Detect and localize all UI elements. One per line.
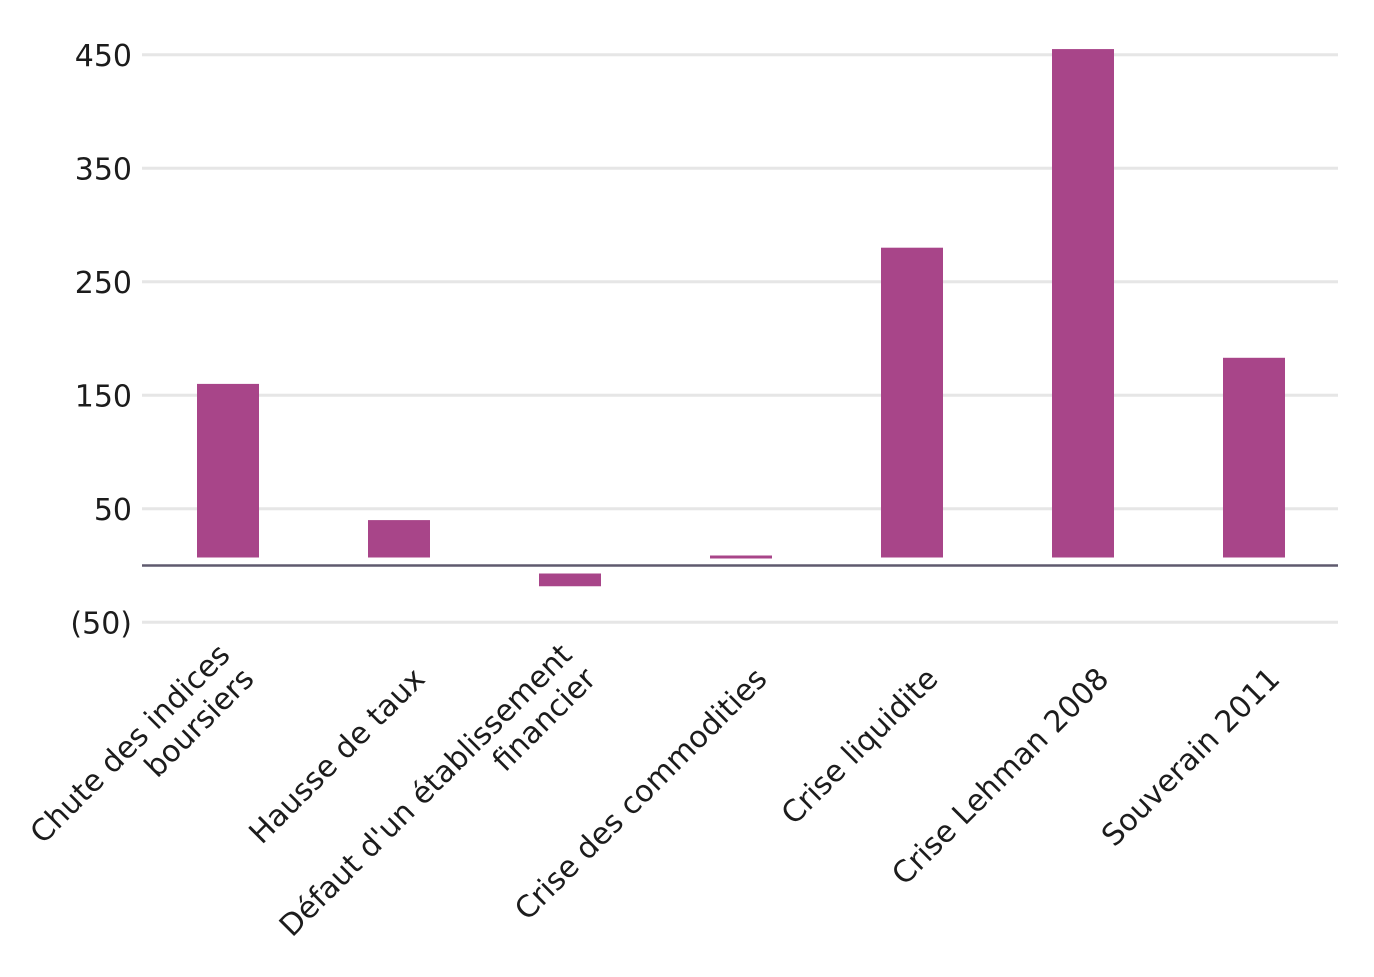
x-tick-label: Souverain 2011 (1095, 661, 1287, 853)
bar (197, 383, 259, 558)
x-tick-label-line: Chute des indices (24, 637, 237, 850)
y-tick-label: 50 (94, 493, 132, 528)
bar (368, 520, 430, 558)
gridlines (142, 53, 1338, 624)
y-axis-tick-labels: (50) 50 150 250 350 450 (70, 39, 132, 642)
y-tick-label: 150 (75, 379, 132, 414)
y-tick-label: (50) (70, 606, 132, 641)
bars (197, 49, 1285, 587)
x-tick-label: Crise liquidite (775, 661, 945, 831)
bar (1052, 49, 1114, 558)
bar (539, 573, 601, 587)
x-tick-label-line: Souverain 2011 (1095, 661, 1287, 853)
bar (710, 555, 772, 559)
bar (1223, 357, 1285, 558)
y-tick-label: 250 (75, 266, 132, 301)
x-tick-label-line: Crise liquidite (775, 661, 945, 831)
bar (881, 247, 943, 558)
y-tick-label: 450 (75, 39, 132, 74)
y-tick-label: 350 (75, 152, 132, 187)
